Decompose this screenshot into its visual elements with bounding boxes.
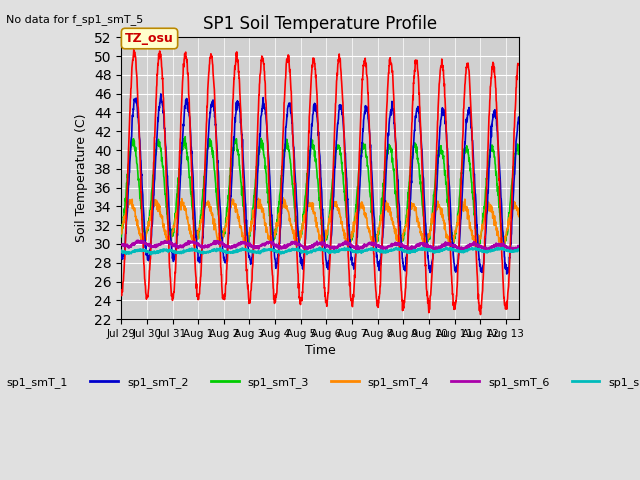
Text: No data for f_sp1_smT_5: No data for f_sp1_smT_5 <box>6 14 143 25</box>
Title: SP1 Soil Temperature Profile: SP1 Soil Temperature Profile <box>203 15 437 33</box>
Legend: sp1_smT_1, sp1_smT_2, sp1_smT_3, sp1_smT_4, sp1_smT_6, sp1_smT_7: sp1_smT_1, sp1_smT_2, sp1_smT_3, sp1_smT… <box>0 372 640 392</box>
Text: TZ_osu: TZ_osu <box>125 32 174 45</box>
Y-axis label: Soil Temperature (C): Soil Temperature (C) <box>76 114 88 242</box>
X-axis label: Time: Time <box>305 344 335 357</box>
